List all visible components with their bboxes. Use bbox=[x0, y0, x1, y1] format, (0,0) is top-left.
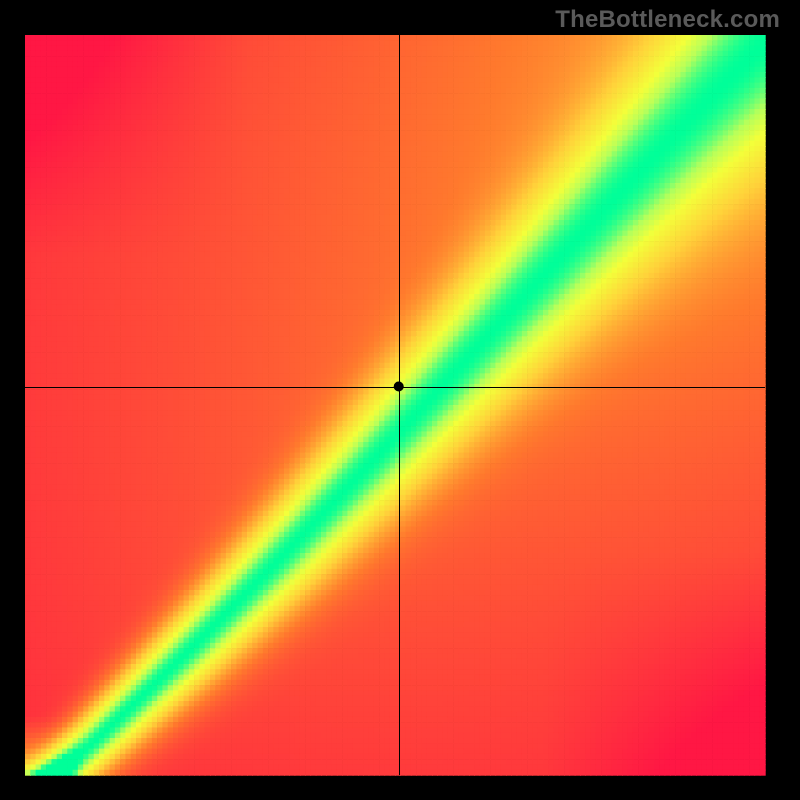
watermark-text: TheBottleneck.com bbox=[555, 6, 780, 34]
chart-container: TheBottleneck.com bbox=[0, 0, 800, 800]
bottleneck-heatmap bbox=[0, 0, 800, 800]
